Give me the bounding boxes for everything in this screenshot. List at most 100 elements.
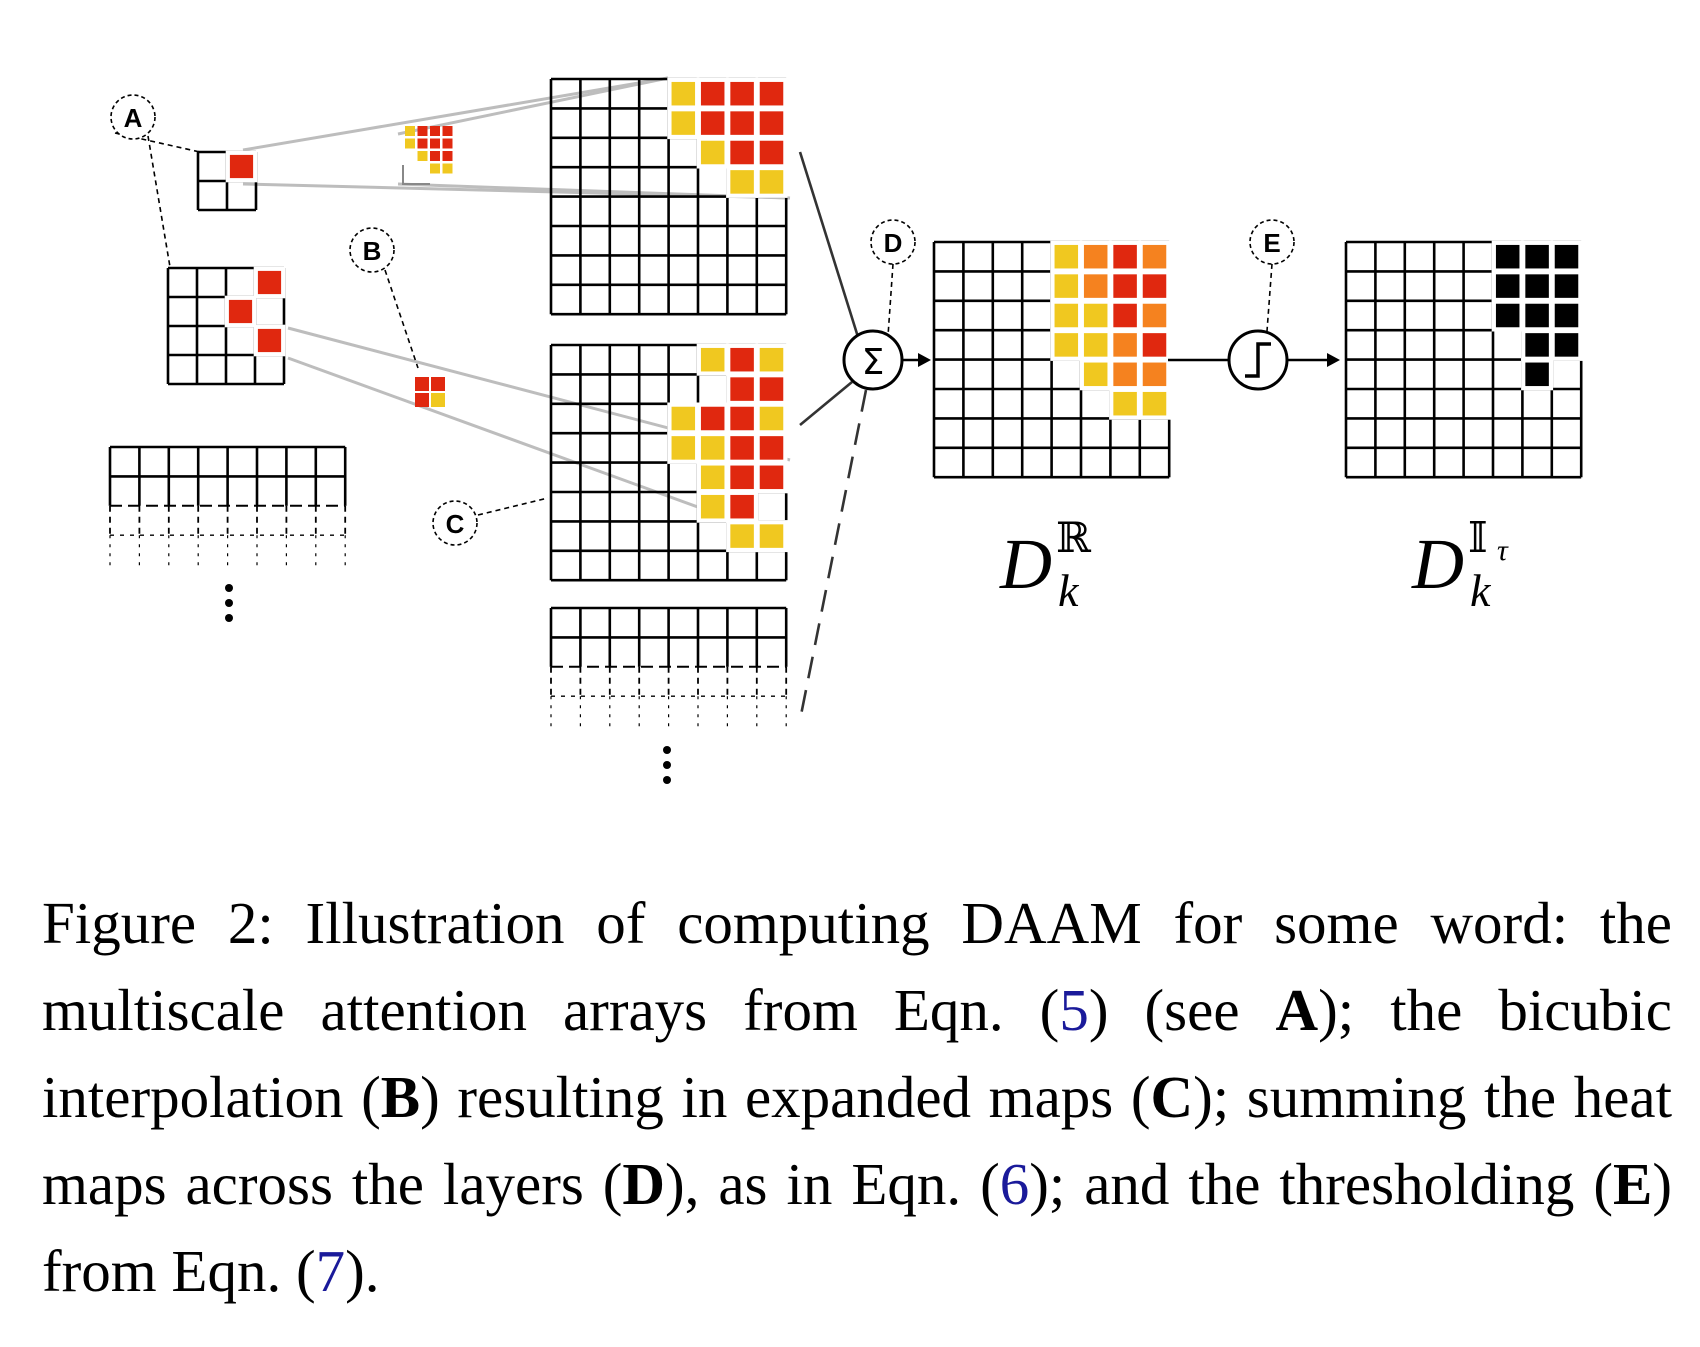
heat-cell bbox=[1495, 303, 1520, 328]
heat-cell bbox=[1554, 303, 1579, 328]
heat-cell bbox=[1525, 244, 1549, 269]
heat-cell bbox=[1525, 362, 1549, 387]
heat-cell bbox=[1113, 333, 1137, 357]
heat-cell bbox=[1554, 333, 1579, 357]
interp-cell bbox=[430, 163, 440, 174]
heat-cell bbox=[730, 406, 754, 431]
heat-cell bbox=[1495, 244, 1520, 269]
real-map-sup: ℝ bbox=[1056, 513, 1092, 562]
heat-cell bbox=[1525, 333, 1549, 357]
heat-cell bbox=[759, 436, 784, 460]
interp-cell bbox=[415, 377, 429, 391]
label-d-text: D bbox=[884, 228, 903, 258]
label-c: C bbox=[432, 500, 478, 546]
heat-cell bbox=[700, 494, 725, 519]
heat-cell bbox=[1083, 303, 1108, 328]
interp-cell bbox=[417, 138, 428, 149]
caption-bold-c: C bbox=[1150, 1064, 1194, 1130]
label-a: A bbox=[110, 94, 156, 140]
label-d: D bbox=[870, 219, 916, 265]
caption-bold-a: A bbox=[1275, 977, 1319, 1043]
heat-cell bbox=[1495, 274, 1520, 298]
heat-cell bbox=[759, 81, 784, 106]
attention-2x2 bbox=[196, 150, 258, 212]
binary-map-sup: 𝕀 bbox=[1468, 513, 1488, 562]
heat-cell bbox=[1142, 333, 1167, 357]
eqn-ref-7[interactable]: 7 bbox=[315, 1238, 346, 1304]
interp-cell bbox=[405, 138, 415, 149]
heat-cell bbox=[1113, 362, 1137, 387]
interp-cell bbox=[417, 126, 428, 136]
heat-cell bbox=[1554, 274, 1579, 298]
interp-cell bbox=[431, 377, 445, 391]
attention-grids bbox=[108, 77, 1583, 732]
label-b-text: B bbox=[363, 236, 382, 266]
interp-small-b bbox=[415, 377, 445, 407]
heat-cell bbox=[700, 465, 725, 490]
heat-cell bbox=[671, 111, 696, 135]
heat-cell bbox=[759, 377, 784, 401]
heat-cell bbox=[671, 81, 696, 106]
caption-bold-e: E bbox=[1612, 1151, 1653, 1217]
heat-cell bbox=[759, 524, 784, 548]
heat-cell bbox=[730, 377, 754, 401]
ellipsis-left bbox=[225, 584, 233, 622]
binary-map bbox=[1344, 240, 1583, 479]
interp-cell bbox=[442, 138, 453, 149]
eqn-ref-6[interactable]: 6 bbox=[999, 1151, 1030, 1217]
binary-map-base: D bbox=[1411, 524, 1464, 604]
heat-cell bbox=[730, 111, 754, 135]
real-map-label: D ℝ k bbox=[999, 513, 1092, 616]
heat-cell bbox=[228, 299, 253, 324]
connector-lines bbox=[114, 76, 1273, 721]
heat-cell bbox=[1554, 244, 1579, 269]
real-map-base: D bbox=[999, 524, 1052, 604]
sum-symbol: Σ bbox=[862, 342, 885, 383]
caption-text-5: ); summing the heat maps across the laye… bbox=[42, 1064, 1672, 1217]
threshold-operator bbox=[1227, 329, 1289, 391]
heat-cell bbox=[1142, 303, 1167, 328]
caption-text-9: ). bbox=[345, 1238, 380, 1304]
heat-cell bbox=[1525, 274, 1549, 298]
sum-operator: Σ bbox=[842, 329, 904, 391]
expanded-map-1 bbox=[549, 77, 788, 316]
label-b: B bbox=[349, 227, 395, 273]
heat-cell bbox=[730, 170, 754, 194]
heat-cell bbox=[1054, 303, 1079, 328]
heat-cell bbox=[1142, 362, 1167, 387]
eqn-ref-5[interactable]: 5 bbox=[1059, 977, 1089, 1043]
caption-text-4: ) resulting in expanded maps ( bbox=[420, 1064, 1151, 1130]
binary-map-label: D 𝕀 τ k bbox=[1411, 513, 1509, 616]
interp-cell bbox=[430, 151, 440, 161]
caption-bold-b: B bbox=[380, 1064, 421, 1130]
heat-cell bbox=[700, 140, 725, 165]
expanded-map-2 bbox=[549, 343, 788, 582]
caption-text-6: ), as in Eqn. ( bbox=[665, 1151, 1000, 1217]
heat-cell bbox=[671, 436, 696, 460]
heat-cell bbox=[730, 436, 754, 460]
caption-text-1: Figure 2: Illustration of computing DAAM… bbox=[42, 890, 1672, 1043]
heat-cell bbox=[1054, 274, 1079, 298]
heat-cell bbox=[1083, 274, 1108, 298]
caption-bold-d: D bbox=[622, 1151, 666, 1217]
daam-diagram: A B C D E Σ D ℝ k D 𝕀 τ bbox=[108, 76, 1583, 784]
heat-cell bbox=[700, 347, 725, 372]
interp-small-a bbox=[402, 126, 453, 185]
arrows bbox=[902, 353, 1340, 367]
heat-cell bbox=[1113, 303, 1137, 328]
heat-cell bbox=[700, 436, 725, 460]
interp-cell bbox=[405, 126, 415, 136]
interp-cell bbox=[442, 151, 453, 161]
heat-cell bbox=[1083, 362, 1108, 387]
attention-4x4 bbox=[166, 266, 286, 386]
heat-cell bbox=[1142, 244, 1167, 269]
heat-cell bbox=[730, 465, 754, 490]
caption-text-7: ); and the thresholding ( bbox=[1029, 1151, 1613, 1217]
interp-cell bbox=[415, 393, 429, 407]
heat-cell bbox=[759, 170, 784, 194]
heat-cell bbox=[1054, 333, 1079, 357]
stacked-layers-left bbox=[108, 445, 347, 571]
label-e: E bbox=[1249, 219, 1295, 265]
label-e-text: E bbox=[1263, 228, 1280, 258]
heat-cell bbox=[700, 81, 725, 106]
